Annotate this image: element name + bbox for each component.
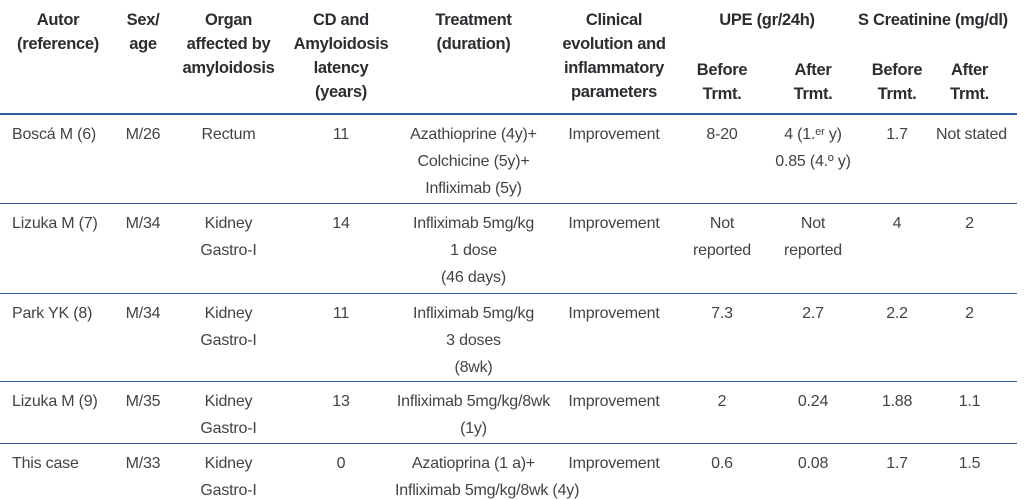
cell-creat-before: 1.7 [858,443,937,500]
cell-treatment: Infliximab 5mg/kg/8wk (1y) [395,381,552,444]
table-row: Lizuka M (9) M/35 Kidney Gastro-I 13 Inf… [0,381,1018,444]
table-row: Lizuka M (7) M/34 Kidney Gastro-I 14 Inf… [0,203,1018,294]
cell-clinical: Improvement [552,203,676,294]
cell-sex-age: M/34 [116,293,170,382]
cell-latency: 14 [287,203,395,294]
cell-creat-after: 1.1 [936,381,1018,444]
cell-creat-after: Not stated [936,114,1018,204]
cell-sex-age: M/34 [116,203,170,294]
cell-clinical: Improvement [552,114,676,204]
cell-clinical: Improvement [552,293,676,382]
cell-autor: This case [0,443,116,500]
cell-creat-after: 2 [936,293,1018,382]
col-header-treatment: Treatment (duration) [395,0,552,115]
cell-latency: 11 [287,114,395,204]
col-header-latency: CD and Amyloidosis latency (years) [287,0,395,115]
cell-creat-before: 4 [858,203,937,294]
cell-autor: Park YK (8) [0,293,116,382]
col-header-organ: Organ affected by amyloidosis [170,0,287,115]
cell-upe-before: 2 [676,381,768,444]
table-row: Park YK (8) M/34 Kidney Gastro-I 11 Infl… [0,293,1018,382]
cell-clinical: Improvement [552,381,676,444]
cell-upe-after: 4 (1.ᵉʳ y) 0.85 (4.º y) [768,114,859,204]
header-row-sub: Before Trmt. After Trmt. Before Trmt. Af… [0,50,1018,115]
cell-clinical: Improvement [552,443,676,500]
cell-organ: Kidney Gastro-I [170,203,287,294]
table-body: Boscá M (6) M/26 Rectum 11 Azathioprine … [0,114,1018,500]
table-header: Autor (reference) Sex/ age Organ affecte… [0,0,1018,115]
cell-autor: Lizuka M (9) [0,381,116,444]
cell-organ: Kidney Gastro-I [170,293,287,382]
cell-autor: Lizuka M (7) [0,203,116,294]
col-header-creat-before: Before Trmt. [858,50,937,115]
table-row: Boscá M (6) M/26 Rectum 11 Azathioprine … [0,114,1018,204]
cell-treatment: Azatioprina (1 a)+ Infliximab 5mg/kg/8wk… [395,443,579,500]
cell-treatment: Infliximab 5mg/kg 1 dose (46 days) [395,203,552,294]
cell-treatment: Azathioprine (4y)+ Colchicine (5y)+ Infl… [395,114,552,204]
cell-sex-age: M/26 [116,114,170,204]
cell-autor: Boscá M (6) [0,114,116,204]
col-header-clinical: Clinical evolution and inflammatory para… [552,0,676,115]
cell-upe-after: 2.7 [768,293,859,382]
col-group-creatinine: S Creatinine (mg/dl) [858,11,1008,29]
cell-sex-age: M/35 [116,381,170,444]
cell-creat-before: 2.2 [858,293,937,382]
col-header-upe-before: Before Trmt. [676,50,768,115]
cell-organ: Kidney Gastro-I [170,381,287,444]
cell-latency: 13 [287,381,395,444]
cell-treatment: Infliximab 5mg/kg 3 doses (8wk) [395,293,552,382]
cell-latency: 11 [287,293,395,382]
cell-sex-age: M/33 [116,443,170,500]
cell-upe-after: 0.24 [768,381,859,444]
cell-creat-after: 1.5 [936,443,1018,500]
cell-upe-before: 7.3 [676,293,768,382]
col-header-autor: Autor (reference) [0,0,116,115]
table-row: This case M/33 Kidney Gastro-I 0 Azatiop… [0,443,1018,500]
cell-creat-before: 1.7 [858,114,937,204]
cell-organ: Rectum [170,114,287,204]
cell-upe-before: 0.6 [676,443,768,500]
cell-latency: 0 [287,443,395,500]
cell-upe-before: Not reported [676,203,768,294]
cell-upe-after: 0.08 [768,443,859,500]
header-row-top: Autor (reference) Sex/ age Organ affecte… [0,0,1017,115]
cell-organ: Kidney Gastro-I [170,443,287,500]
col-header-upe-after: After Trmt. [768,50,859,115]
cell-upe-after: Not reported [768,203,859,294]
cell-creat-before: 1.88 [858,381,937,444]
col-header-sex-age: Sex/ age [116,0,170,115]
col-group-upe: UPE (gr/24h) [719,11,815,29]
cell-creat-after: 2 [936,203,1018,294]
col-header-creat-after: After Trmt. [936,50,1018,115]
cell-upe-before: 8-20 [676,114,768,204]
